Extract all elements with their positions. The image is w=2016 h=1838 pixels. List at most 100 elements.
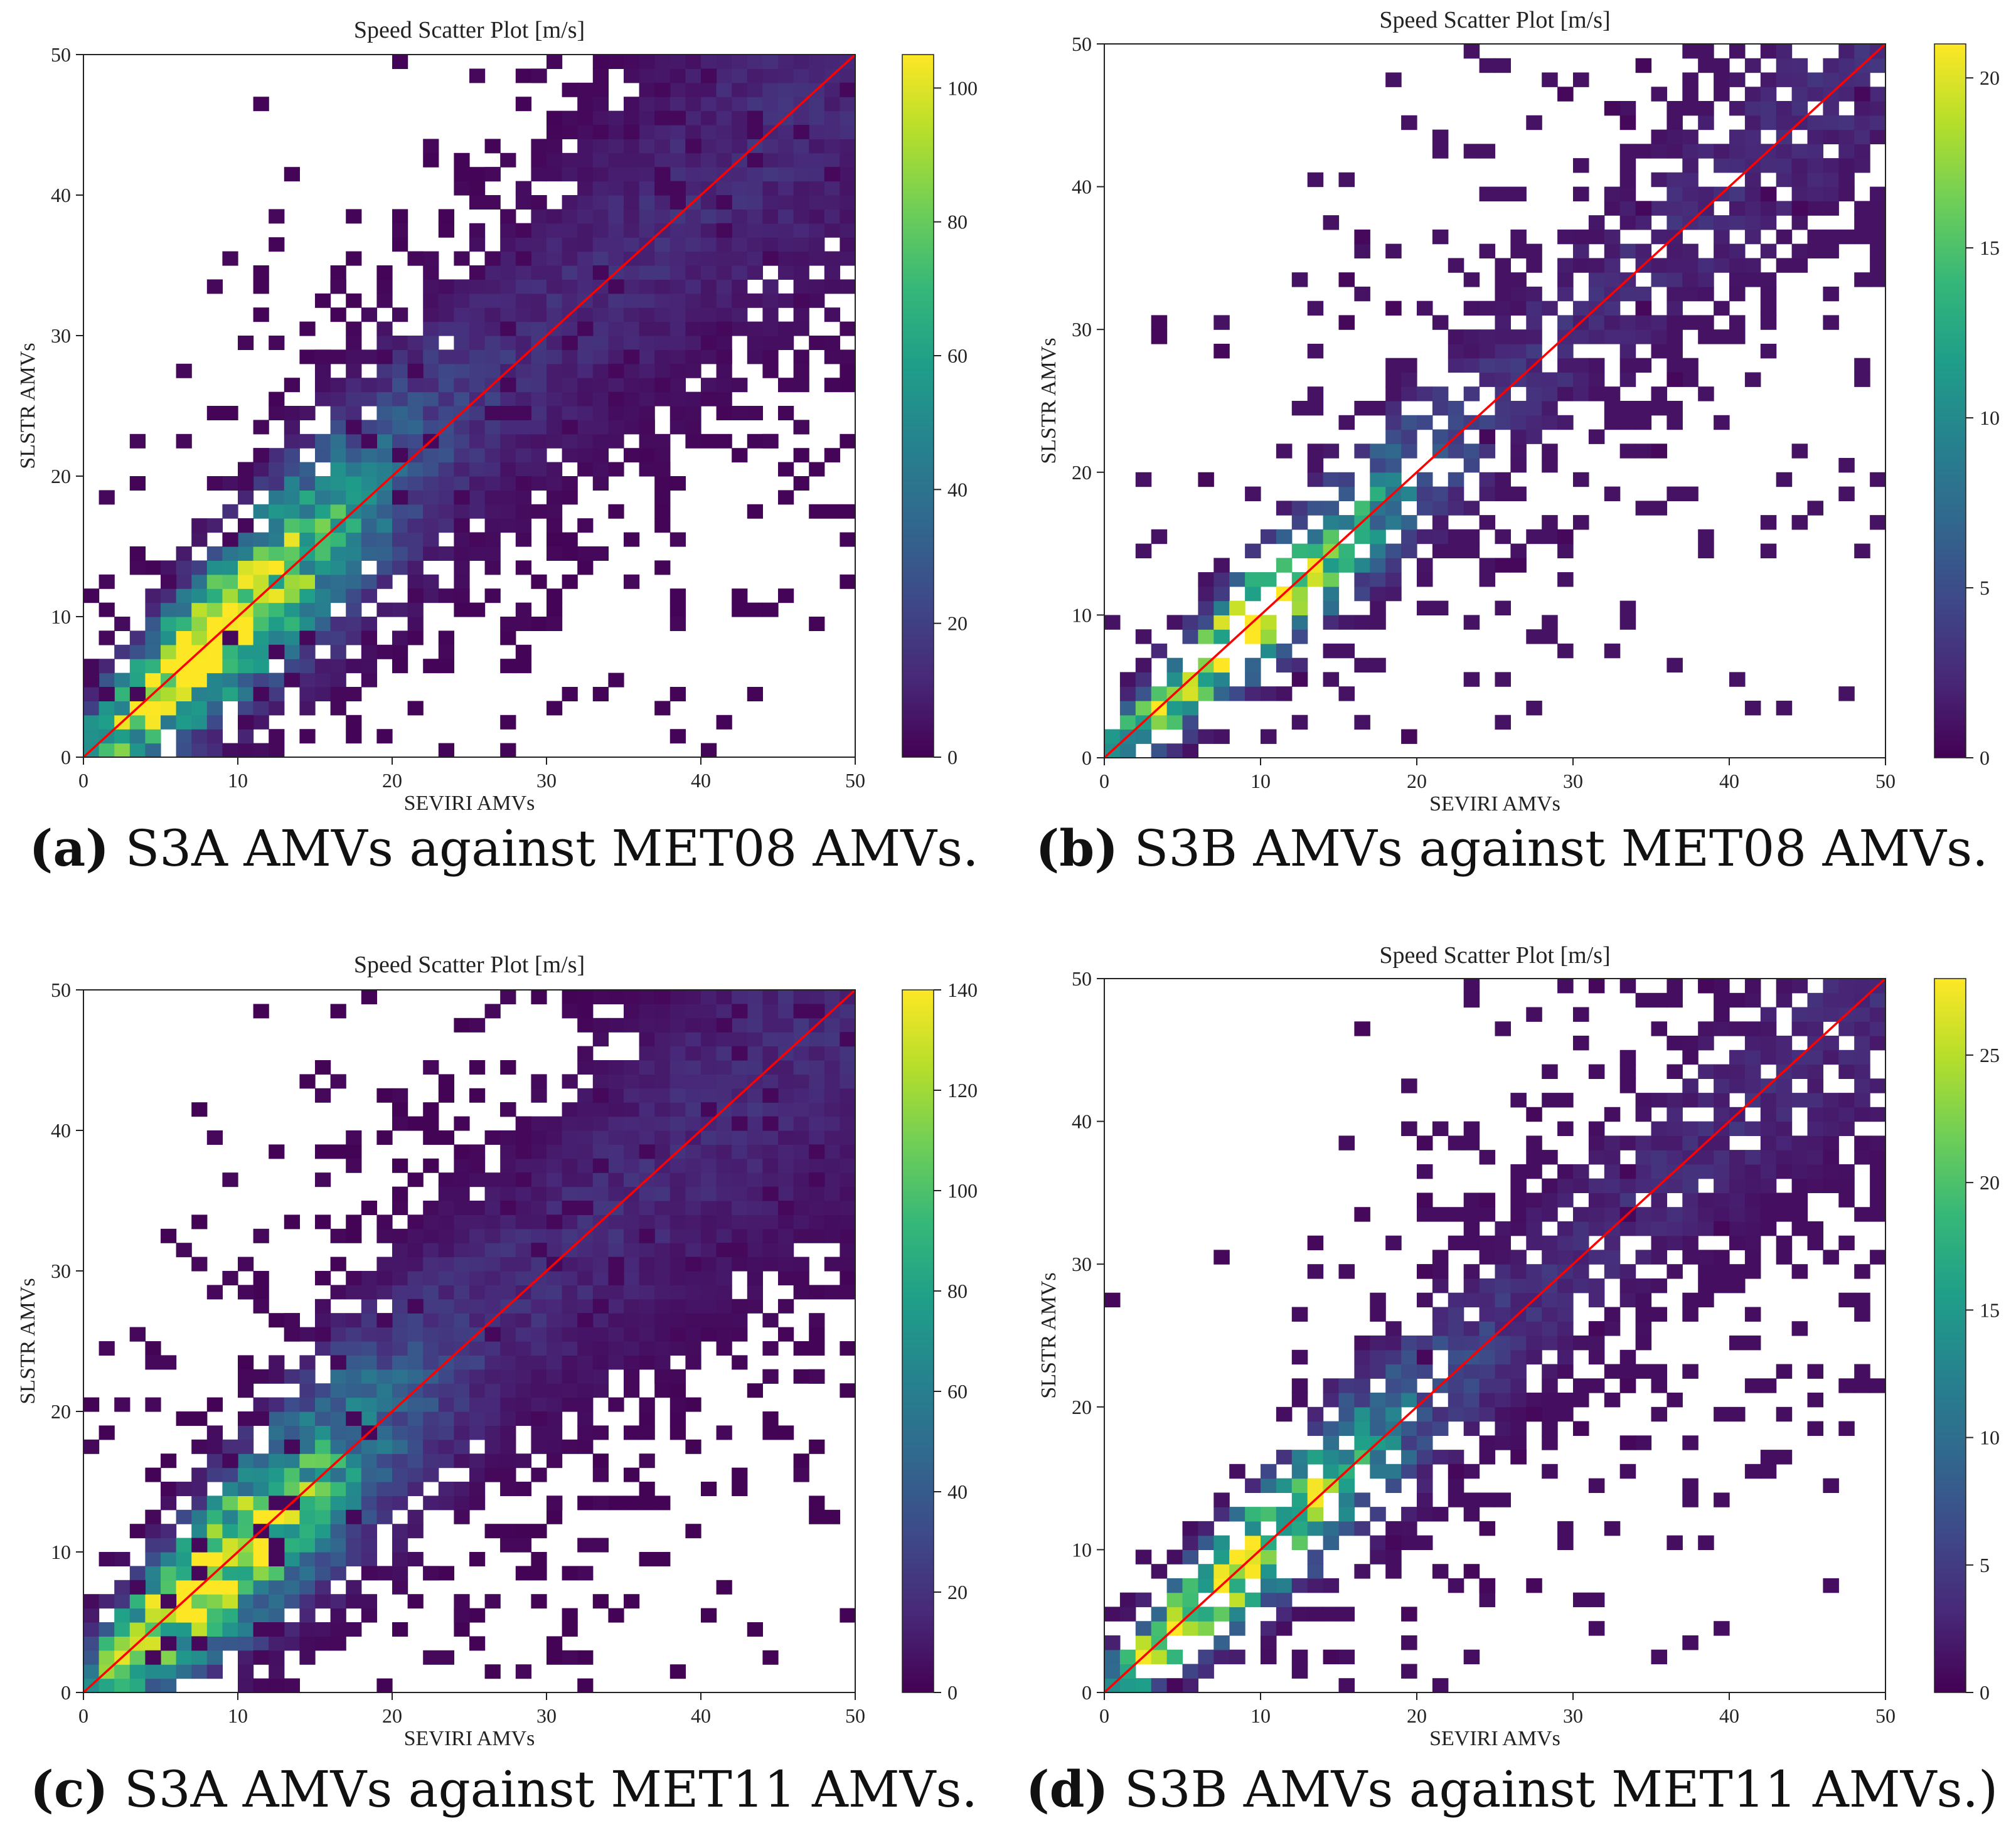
heatmap-cell <box>1276 1478 1293 1493</box>
heatmap-cell <box>701 1032 717 1047</box>
heatmap-cell <box>747 321 763 336</box>
heatmap-cell <box>330 448 346 463</box>
heatmap-cell <box>500 1130 516 1145</box>
heatmap-cell <box>1463 1121 1480 1136</box>
heatmap-cell <box>500 1355 516 1370</box>
heatmap-cell <box>716 378 732 393</box>
heatmap-cell <box>330 1341 346 1356</box>
heatmap-cell <box>1495 1421 1511 1436</box>
heatmap-cell <box>577 546 594 561</box>
heatmap-cell <box>500 1102 516 1117</box>
heatmap-cell <box>299 1397 316 1412</box>
heatmap-cell <box>469 1088 486 1103</box>
heatmap-cell <box>1807 1021 1823 1036</box>
heatmap-cell <box>376 391 393 406</box>
heatmap-cell <box>1104 615 1121 630</box>
heatmap-cell <box>762 251 779 266</box>
heatmap-cell <box>206 1622 223 1637</box>
heatmap-cell <box>531 1383 547 1398</box>
heatmap-cell <box>793 378 809 393</box>
heatmap-cell <box>500 630 516 645</box>
heatmap-cell <box>1417 558 1433 573</box>
y-tick-label: 30 <box>51 1260 71 1282</box>
heatmap-cell <box>253 1580 269 1595</box>
heatmap-cell <box>161 1566 177 1581</box>
heatmap-cell <box>762 1313 779 1328</box>
heatmap-cell <box>1370 543 1386 558</box>
heatmap-cell <box>1682 372 1699 387</box>
heatmap-cell <box>392 1538 408 1553</box>
heatmap-cell <box>407 1243 424 1258</box>
heatmap-cell <box>515 1243 531 1258</box>
heatmap-cell <box>1135 672 1152 687</box>
heatmap-cell <box>114 743 131 758</box>
heatmap-cell <box>531 1411 547 1426</box>
heatmap-cell <box>1182 1592 1198 1608</box>
heatmap-cell <box>747 97 763 112</box>
heatmap-cell <box>547 1327 563 1342</box>
heatmap-cell <box>577 1214 594 1230</box>
heatmap-cell <box>577 349 594 364</box>
heatmap-cell <box>1604 243 1621 258</box>
heatmap-cell <box>762 990 779 1004</box>
heatmap-cell <box>778 1243 794 1258</box>
heatmap-cell <box>639 363 655 378</box>
heatmap-cell <box>654 990 671 1004</box>
heatmap-cell <box>1698 315 1714 330</box>
heatmap-cell <box>1338 1507 1355 1522</box>
heatmap-cell <box>454 391 470 406</box>
heatmap-cell <box>1463 992 1480 1008</box>
heatmap-cell <box>238 1467 254 1482</box>
heatmap-cell <box>484 1130 501 1145</box>
heatmap-cell <box>1526 1193 1542 1208</box>
heatmap-cell <box>346 1313 362 1328</box>
heatmap-cell <box>824 1158 840 1173</box>
colorbar-tick-label: 0 <box>947 746 957 768</box>
heatmap-cell <box>346 1524 362 1539</box>
heatmap-cell <box>701 1299 717 1314</box>
heatmap-cell <box>1557 979 1574 994</box>
heatmap-cell <box>1635 1150 1652 1165</box>
heatmap-cell <box>1573 1007 1589 1022</box>
heatmap-cell <box>1338 1478 1355 1493</box>
heatmap-cell <box>515 223 531 238</box>
heatmap-cell <box>1729 1021 1746 1036</box>
heatmap-cell <box>1291 272 1308 287</box>
heatmap-cell <box>1573 243 1589 258</box>
heatmap-cell <box>145 659 161 674</box>
heatmap-cell <box>1432 1250 1449 1265</box>
heatmap-cell <box>1510 543 1527 558</box>
heatmap-cell <box>1151 643 1168 659</box>
heatmap-cell <box>315 1524 331 1539</box>
heatmap-cell <box>500 1425 516 1440</box>
heatmap-cell <box>1635 144 1652 159</box>
heatmap-cell <box>469 448 486 463</box>
heatmap-cell <box>669 167 686 182</box>
heatmap-cell <box>1229 686 1245 701</box>
heatmap-cell <box>438 1256 454 1272</box>
heatmap-cell <box>1479 1307 1496 1322</box>
heatmap-cell <box>608 990 624 1004</box>
heatmap-cell <box>500 1327 516 1342</box>
heatmap-cell <box>562 1158 578 1173</box>
heatmap-cell <box>577 195 594 210</box>
heatmap-cell <box>438 1566 454 1581</box>
heatmap-cell <box>1682 1121 1699 1136</box>
heatmap-cell <box>654 349 671 364</box>
heatmap-cell <box>161 560 177 575</box>
heatmap-cell <box>1791 1178 1808 1193</box>
heatmap-cell <box>1744 1036 1761 1051</box>
heatmap-cell <box>114 701 131 716</box>
heatmap-cell <box>330 687 346 701</box>
heatmap-cell <box>716 1341 732 1356</box>
heatmap-cell <box>1635 1292 1652 1308</box>
heatmap-cell <box>608 209 624 224</box>
heatmap-cell <box>191 729 208 744</box>
colorbar-tick-label: 40 <box>947 1480 968 1503</box>
heatmap-cell <box>500 617 516 631</box>
heatmap-cell <box>484 1201 501 1215</box>
heatmap-cell <box>608 237 624 252</box>
heatmap-cell <box>793 1074 809 1089</box>
heatmap-cell <box>716 1130 732 1145</box>
heatmap-cell <box>1557 1521 1574 1536</box>
